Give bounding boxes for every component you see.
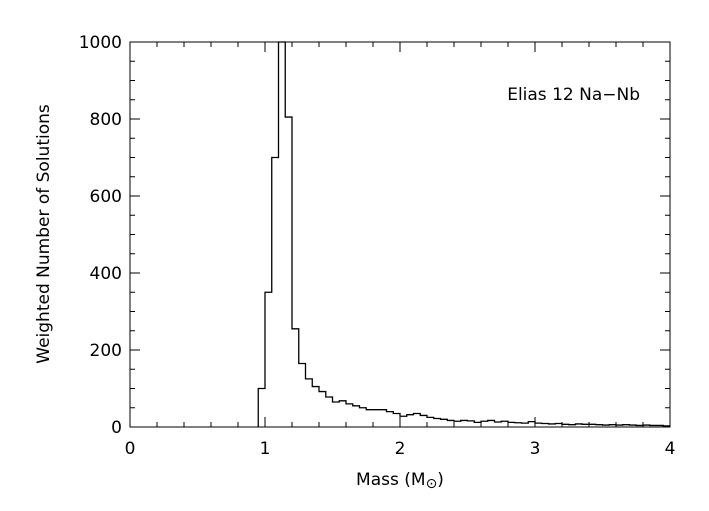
histogram-step-line: [257, 41, 670, 427]
y-tick-label: 200: [90, 341, 122, 361]
annotation-label: Elias 12 Na−Nb: [507, 85, 640, 105]
y-tick-label: 600: [90, 187, 122, 207]
y-tick-label: 0: [111, 418, 122, 438]
x-axis-title: Mass (M⊙): [356, 470, 444, 492]
tick-labels: 0 1 2 3 4 0 200 400 600 800 1000: [79, 33, 676, 459]
solar-mass-symbol: ⊙: [426, 476, 438, 492]
x-tick-label: 4: [665, 439, 676, 459]
x-tick-label: 0: [125, 439, 136, 459]
x-tick-label: 3: [530, 439, 541, 459]
y-axis-title: Weighted Number of Solutions: [34, 104, 54, 364]
y-tick-label: 400: [90, 264, 122, 284]
y-tick-label: 800: [90, 110, 122, 130]
x-tick-label: 1: [260, 439, 271, 459]
x-tick-label: 2: [395, 439, 406, 459]
x-axis-title-text: Mass (M: [356, 470, 426, 490]
y-tick-label: 1000: [79, 33, 122, 53]
x-axis-title-close: ): [437, 470, 444, 490]
